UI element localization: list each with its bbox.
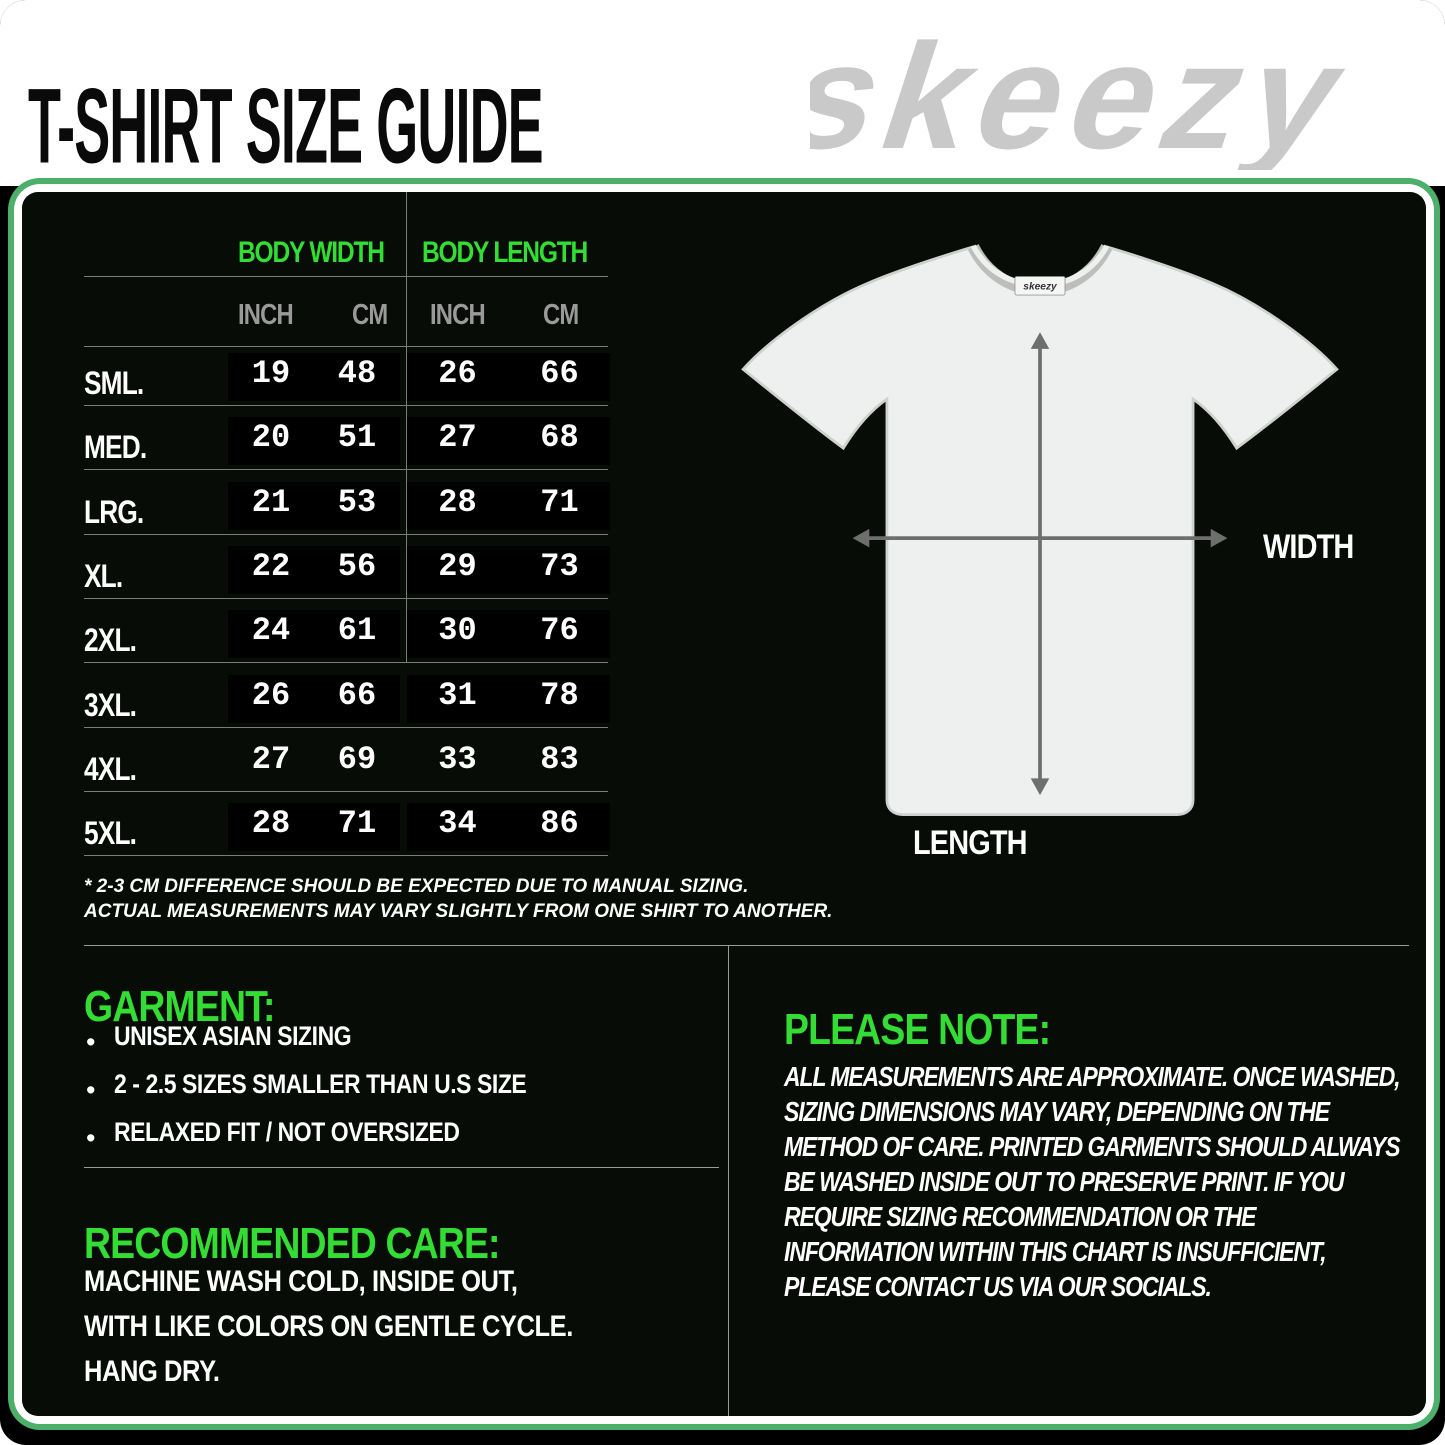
svg-text:skeezy: skeezy bbox=[1023, 282, 1058, 293]
svg-text:skeezy: skeezy bbox=[810, 20, 1374, 170]
